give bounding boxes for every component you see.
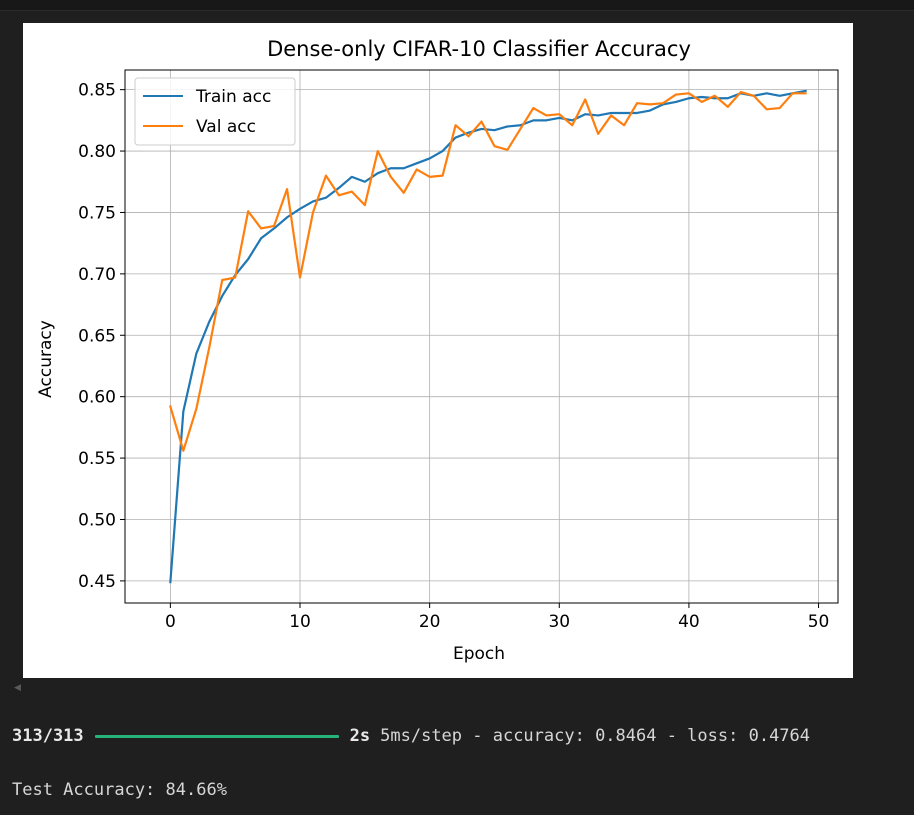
y-tick-label: 0.60: [78, 388, 116, 408]
y-tick-label: 0.65: [78, 326, 116, 346]
progress-line: 313/313 2s 5ms/step - accuracy: 0.8464 -…: [12, 726, 912, 746]
test-accuracy-output: Test Accuracy: 84.66%: [12, 780, 227, 800]
y-tick-label: 0.50: [78, 510, 116, 530]
y-tick-label: 0.80: [78, 142, 116, 162]
legend-label-train: Train acc: [195, 87, 271, 107]
y-tick-label: 0.75: [78, 203, 116, 223]
y-tick-label: 0.55: [78, 449, 116, 469]
grid: [125, 70, 838, 603]
x-tick-label: 30: [548, 612, 570, 632]
progress-steps: 313/313: [12, 726, 84, 746]
x-tick-label: 50: [808, 612, 830, 632]
y-tick-label: 0.85: [78, 81, 116, 101]
tick-layer: 0 10 20 30 40 50 0.45 0.50 0.55 0.60 0.65 0.70 0.75 0…: [78, 81, 829, 632]
progress-bar: [94, 734, 339, 738]
progress-metrics: 5ms/step - accuracy: 0.8464 - loss: 0.47…: [380, 726, 811, 746]
legend-box: [134, 77, 296, 146]
x-axis-label: Epoch: [453, 644, 505, 664]
chart-title: Dense-only CIFAR-10 Classifier Accuracy: [267, 37, 691, 61]
accuracy-chart: 0 10 20 30 40 50 0.45 0.50 0.55 0.60 0.65 0.70 0.75 0…: [36, 37, 839, 664]
series-line-val: [169, 91, 807, 452]
series-line-train: [169, 89, 807, 584]
x-tick-label: 20: [419, 612, 441, 632]
y-axis-label: Accuracy: [36, 320, 56, 398]
legend: Train acc Val acc: [134, 77, 296, 146]
series-layer: [169, 89, 807, 584]
y-tick-label: 0.70: [78, 265, 116, 285]
plot-frame: [124, 69, 839, 604]
x-tick-label: 0: [165, 612, 176, 632]
x-tick-label: 40: [678, 612, 700, 632]
progress-time: 2s: [349, 726, 371, 746]
scroll-left-icon[interactable]: ◀: [14, 683, 21, 693]
legend-label-val: Val acc: [196, 117, 256, 137]
chart-output: 0 10 20 30 40 50 0.45 0.50 0.55 0.60 0.65 0.70 0.75 0…: [23, 23, 853, 678]
cell-divider: [0, 0, 914, 11]
y-tick-label: 0.45: [78, 572, 116, 592]
x-tick-label: 10: [289, 612, 311, 632]
